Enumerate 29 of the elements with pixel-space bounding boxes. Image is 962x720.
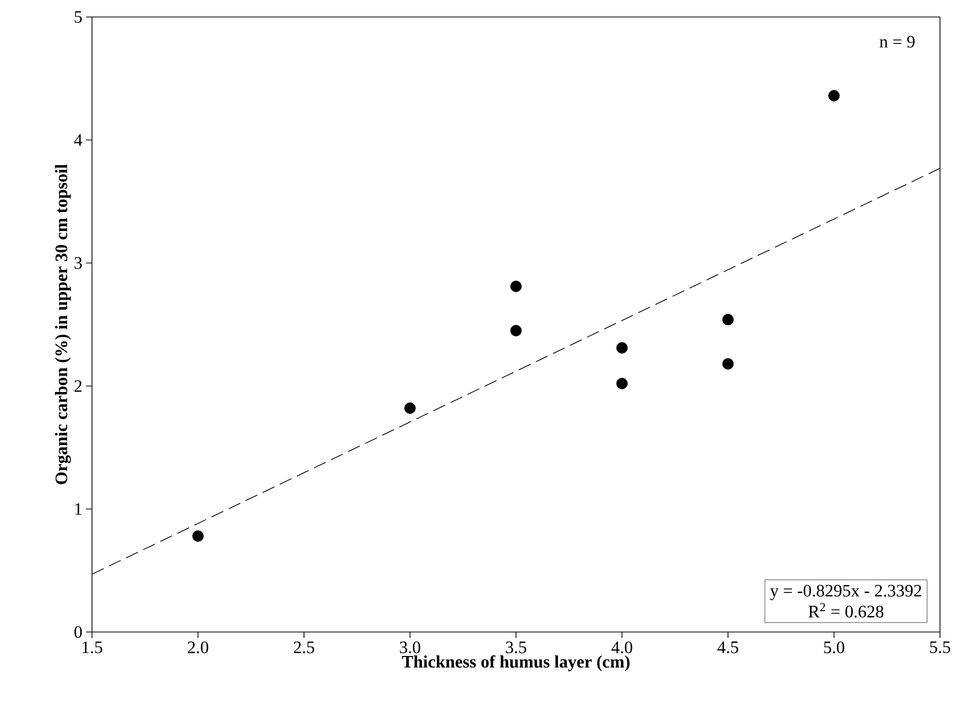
point — [828, 90, 840, 102]
point — [722, 314, 734, 326]
x-tick-label: 4.0 — [611, 642, 632, 654]
x-tick-label: 2.0 — [188, 642, 208, 654]
x-tick-label: 3.0 — [400, 642, 420, 654]
point — [192, 530, 204, 542]
point — [510, 280, 522, 292]
point — [404, 402, 416, 414]
y-tick-label: 2 — [74, 380, 82, 392]
point — [722, 358, 734, 370]
y-tick-label: 1 — [75, 503, 82, 515]
y-tick-label: 5 — [74, 11, 82, 23]
x-tick-label: 5.5 — [930, 641, 950, 654]
annotation: n = 9 — [880, 36, 915, 48]
y-axis-title: Organic carbon (%) in upper 30 cm topsoil — [54, 164, 71, 484]
y-tick-label: 4 — [74, 134, 82, 146]
x-tick-label: 2.5 — [294, 641, 314, 654]
point — [510, 324, 522, 336]
x-tick-label: 4.5 — [717, 641, 738, 654]
x-tick-label: 3.5 — [506, 641, 526, 654]
y-tick-label: 3 — [74, 257, 82, 269]
x-axis-title: Thickness of humus layer (cm) — [402, 655, 630, 672]
annotation: y = -0.8295x - 2.3392 — [770, 584, 922, 600]
point — [616, 342, 628, 354]
x-tick-label: 1.5 — [82, 641, 102, 654]
point — [616, 378, 628, 390]
y-tick-label: 0 — [74, 626, 82, 638]
x-tick-label: 5.0 — [824, 642, 844, 654]
annotation: R$^{2}$ = 0.628 — [808, 603, 884, 618]
